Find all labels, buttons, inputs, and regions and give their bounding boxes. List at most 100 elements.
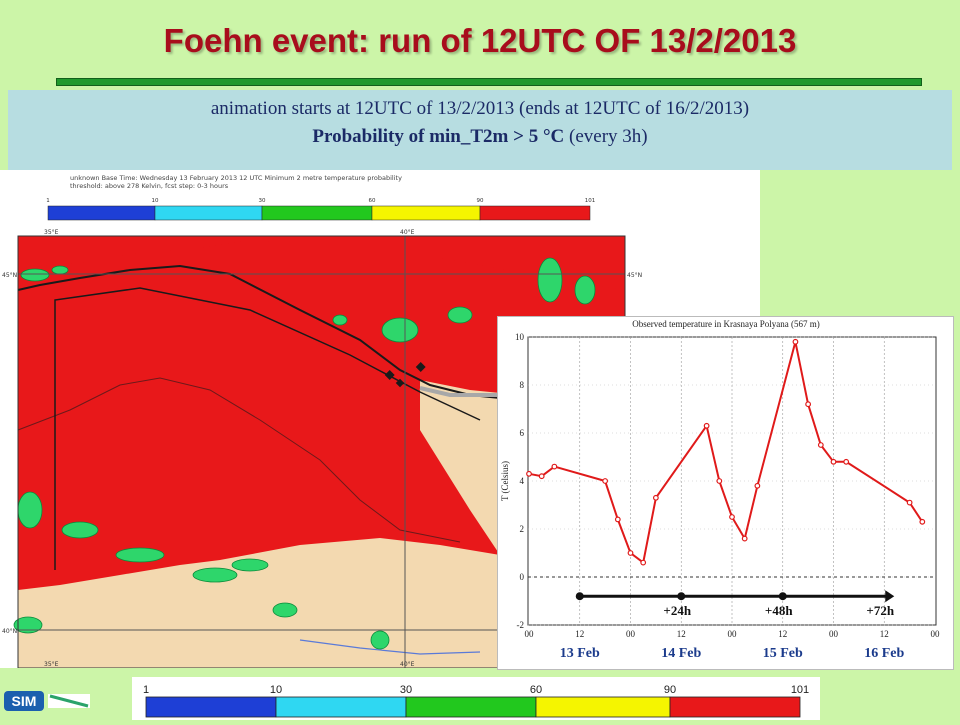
series-point <box>754 482 761 489</box>
forecast-arrow-dot <box>575 592 584 601</box>
series-point <box>843 458 850 465</box>
lon-label-40e-top: 40°E <box>400 229 415 236</box>
lat-label-40n-left: 40°N <box>2 628 17 635</box>
day-label: 13 Feb <box>560 646 600 661</box>
series-points <box>526 338 926 566</box>
map-colorbar-segment <box>371 205 481 221</box>
forecast-arrow-dot <box>778 592 787 601</box>
legend-strip: 1 10 30 60 90 101 <box>132 677 820 720</box>
series-point <box>716 478 723 484</box>
chart-x-tick: 00 <box>829 629 839 639</box>
legend-bar-segment <box>405 696 537 718</box>
probability-interval: (every 3h) <box>564 126 648 147</box>
chart-x-tick: 00 <box>525 629 535 639</box>
slide-title: Foehn event: run of 12UTC OF 13/2/2013 <box>163 22 797 59</box>
chart-y-tick: 2 <box>520 524 525 534</box>
chart-y-tick: -2 <box>517 620 525 630</box>
series-point <box>817 442 824 448</box>
chart-x-tick: 12 <box>880 629 889 639</box>
chart-y-tick: 0 <box>520 572 525 582</box>
chart-title: Observed temperature in Krasnaya Polyana… <box>632 319 819 329</box>
map-header-line1: unknown Base Time: Wednesday 13 February… <box>70 174 402 182</box>
lat-label-45n-left: 45°N <box>2 272 17 279</box>
series-point <box>729 514 735 520</box>
legend-tick-label: 1 <box>143 684 149 696</box>
lon-label-40e-bottom: 40°E <box>400 661 415 668</box>
map-colorbar-segment <box>154 205 263 221</box>
info-line-probability: Probability of min_T2m > 5 °C (every 3h) <box>8 126 952 148</box>
series-point <box>602 478 609 484</box>
series-point <box>526 470 532 477</box>
legend-bar-segment <box>275 696 407 718</box>
info-line-animation: animation starts at 12UTC of 13/2/2013 (… <box>210 98 750 119</box>
chart-x-tick-labels: 00 12 00 12 00 12 00 12 00 <box>525 629 941 639</box>
map-colorbar <box>47 205 591 221</box>
map-header-line2: threshold: above 278 Kelvin, fcst step: … <box>70 182 229 190</box>
day-label: 14 Feb <box>661 646 701 661</box>
chart-x-tick: 00 <box>728 629 738 639</box>
series-point <box>919 518 926 525</box>
map-land-turkey <box>18 538 625 668</box>
legend-tick-label: 10 <box>270 684 282 696</box>
logo-text: SIM <box>12 693 37 709</box>
temperature-chart-panel: Observed temperature in Krasnaya Polyana… <box>497 316 954 670</box>
day-label: 16 Feb <box>864 646 904 661</box>
series-point <box>805 401 812 408</box>
chart-y-tick: 4 <box>520 476 525 486</box>
forecast-label: +24h <box>663 603 691 618</box>
series-point <box>906 499 913 506</box>
series-line <box>528 341 924 565</box>
map-colorbar-tick: 101 <box>585 198 596 204</box>
legend-bar-segment <box>669 696 801 718</box>
series-point <box>614 516 621 523</box>
chart-ylabel: T (Celsius) <box>500 461 510 501</box>
series-point <box>703 422 710 429</box>
series-point <box>627 550 634 556</box>
map-probability-patches <box>13 257 596 650</box>
forecast-arrow: +24h +48h +72h <box>575 590 895 618</box>
map-road <box>419 386 500 397</box>
map-colorbar-tick: 10 <box>152 198 159 204</box>
legend-tick-label: 60 <box>530 684 542 696</box>
legend-bar-segment <box>535 696 671 718</box>
legend-tick-label: 30 <box>400 684 412 696</box>
chart-day-labels: 13 Feb 14 Feb 15 Feb 16 Feb <box>560 646 905 661</box>
chart-y-tick: 6 <box>520 428 525 438</box>
title-underline <box>56 78 922 86</box>
sim-logo: SIM <box>4 691 90 711</box>
map-colorbar-tick: 1 <box>46 198 50 204</box>
map-colorbar-segment <box>479 205 591 221</box>
legend-colorbar: 1 10 30 60 90 101 <box>143 684 809 718</box>
probability-label: Probability of min_T2m > 5 °C <box>312 126 565 147</box>
map-colorbar-tick: 30 <box>259 198 266 204</box>
legend-tick-label: 101 <box>791 684 809 696</box>
chart-x-tick: 12 <box>575 629 584 639</box>
forecast-label: +48h <box>765 603 793 618</box>
chart-y-tick-labels: -2 0 2 4 6 8 10 <box>515 332 525 630</box>
series-point <box>652 494 659 501</box>
map-contour <box>17 377 461 543</box>
map-colorbar-segment <box>261 205 373 221</box>
lon-label-35e-bottom: 35°E <box>44 661 59 668</box>
info-box: animation starts at 12UTC of 13/2/2013 (… <box>8 90 952 170</box>
series-point <box>792 338 799 345</box>
forecast-arrow-dot <box>677 592 686 601</box>
series-point <box>830 458 837 465</box>
map-north-coast <box>18 236 625 290</box>
chart-y-tick: 8 <box>520 380 525 390</box>
map-colorbar-tick: 90 <box>477 198 484 204</box>
temperature-chart: Observed temperature in Krasnaya Polyana… <box>500 319 941 661</box>
day-label: 15 Feb <box>763 646 803 661</box>
lat-label-45n-right: 45°N <box>627 272 642 279</box>
chart-x-tick: 12 <box>778 629 787 639</box>
chart-y-tick: 10 <box>515 332 525 342</box>
legend-bar-segments <box>145 696 801 718</box>
chart-x-tick: 12 <box>677 629 686 639</box>
series-point <box>741 535 748 542</box>
chart-x-tick: 00 <box>626 629 636 639</box>
map-colorbar-tick: 60 <box>369 198 376 204</box>
forecast-arrow-head <box>885 590 895 603</box>
chart-x-tick: 00 <box>931 629 941 639</box>
series-point <box>551 463 558 470</box>
series-point <box>538 473 545 480</box>
